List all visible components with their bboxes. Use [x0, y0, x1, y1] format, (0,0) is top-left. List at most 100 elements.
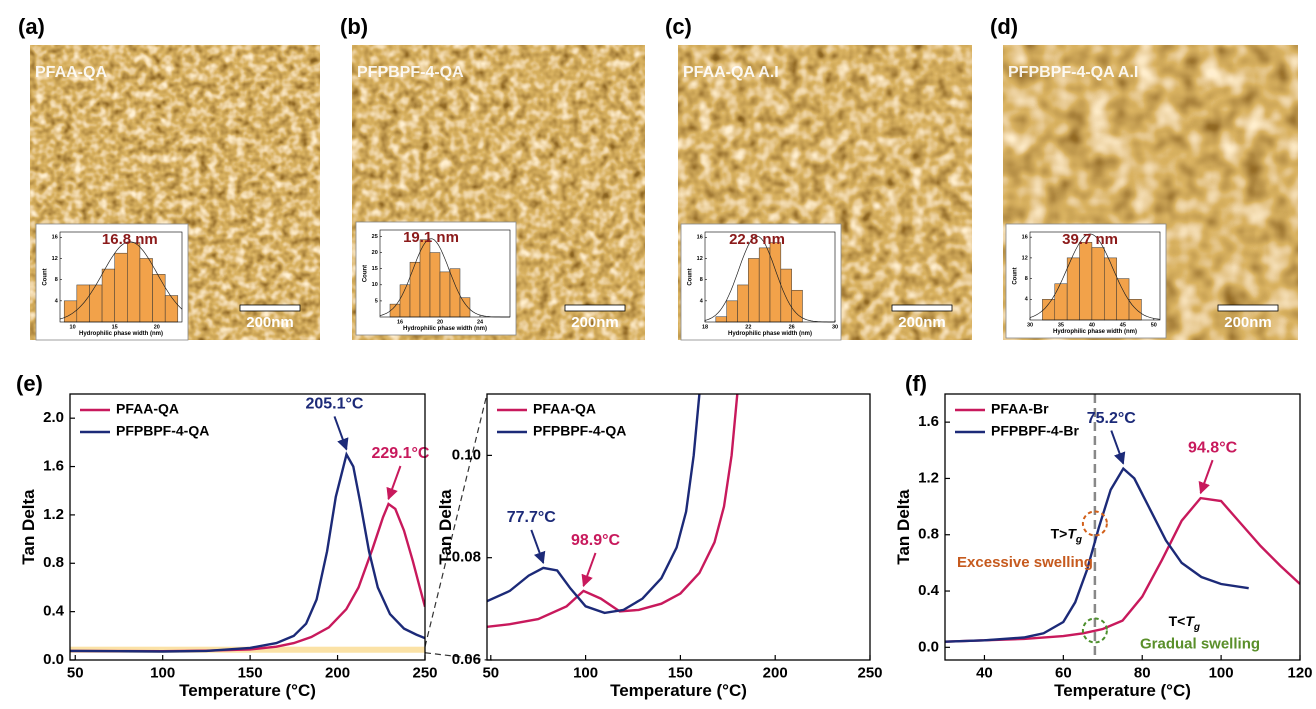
- note-condition: T>Tg: [1051, 525, 1082, 545]
- annotation-label: 75.2°C: [1087, 410, 1137, 427]
- peak-label: 16.8 nm: [102, 231, 158, 248]
- scale-bar: [239, 304, 301, 312]
- plot-frame: [486, 393, 871, 661]
- annotation-label: 229.1°C: [371, 445, 429, 462]
- x-tick-label: 200: [763, 664, 788, 681]
- scale-bar: [1217, 304, 1279, 312]
- y-tick-label: 1.6: [918, 413, 939, 430]
- y-tick-label: 12: [52, 256, 58, 262]
- y-tick-label: 5: [375, 298, 378, 304]
- peak-label: 19.1 nm: [403, 229, 459, 246]
- panel-label: (f): [905, 371, 927, 396]
- y-tick-label: 0.8: [43, 554, 64, 571]
- x-tick-label: 16: [397, 319, 403, 325]
- x-tick-label: 30: [1027, 322, 1033, 328]
- x-tick-label: 250: [857, 664, 882, 681]
- note-subscript: g: [1193, 622, 1200, 633]
- marker-circle: [1081, 510, 1108, 537]
- y-tick-label: 8: [1025, 276, 1028, 282]
- y-axis-label: Count: [363, 265, 369, 282]
- bar: [459, 297, 471, 318]
- scale-bar: [891, 304, 953, 312]
- y-tick-label: 16: [1022, 235, 1028, 241]
- fit-curve: [379, 238, 510, 318]
- plot-area: [70, 451, 425, 653]
- y-axis-label: Tan Delta: [894, 489, 913, 565]
- x-tick-label: 120: [1287, 664, 1312, 681]
- scale-bar: [564, 304, 626, 312]
- y-tick-label: 0.10: [452, 446, 481, 463]
- annotation-label: 205.1°C: [305, 396, 363, 413]
- scale-bar-label: 200nm: [571, 314, 619, 331]
- scale-bar-label: 200nm: [898, 314, 946, 331]
- bar: [737, 284, 749, 323]
- y-tick-label: 8: [700, 277, 703, 283]
- x-tick-label: 80: [1134, 664, 1151, 681]
- x-tick-label: 100: [150, 664, 175, 681]
- image-label: PFPBPF-4-QA A.I: [1008, 64, 1138, 81]
- plot-frame: [379, 229, 511, 318]
- bar: [758, 247, 771, 323]
- bar: [127, 242, 141, 323]
- y-axis-label: Count: [688, 268, 694, 285]
- x-tick-label: 40: [1089, 322, 1095, 328]
- bar: [1091, 247, 1105, 321]
- plot-area: [945, 394, 1300, 660]
- y-axis-label: Tan Delta: [436, 489, 455, 565]
- series-line: [487, 394, 701, 615]
- x-tick-label: 150: [668, 664, 693, 681]
- marker-circle: [1081, 617, 1108, 644]
- bar: [101, 268, 115, 323]
- y-tick-label: 20: [372, 250, 378, 256]
- y-axis-label: Count: [1013, 267, 1019, 284]
- x-axis-label: Hydrophilic phase width (nm): [728, 331, 812, 337]
- y-tick-label: 10: [372, 282, 378, 288]
- legend-label: PFAA-Br: [991, 401, 1049, 417]
- x-tick-label: 150: [238, 664, 263, 681]
- x-tick-label: 40: [976, 664, 993, 681]
- fit-curve: [704, 235, 835, 323]
- peak-label: 22.8 nm: [729, 231, 785, 248]
- fit-curve: [1029, 233, 1161, 320]
- image-label: PFAA-QA A.I: [683, 64, 779, 81]
- bar: [1054, 283, 1068, 321]
- y-tick-label: 4: [55, 298, 59, 304]
- series-line: [945, 496, 1300, 643]
- annotation-arrow: [386, 465, 402, 501]
- y-tick-label: 16: [52, 235, 58, 241]
- bar: [152, 274, 166, 323]
- note-prefix: T<: [1169, 613, 1186, 629]
- y-tick-label: 16: [697, 235, 703, 241]
- fit-curve: [59, 241, 183, 320]
- image-label: PFAA-QA: [35, 64, 107, 81]
- bar: [1042, 299, 1056, 321]
- y-tick-label: 1.2: [918, 469, 939, 486]
- bar: [1104, 257, 1117, 321]
- y-tick-label: 8: [55, 277, 58, 283]
- plot-frame: [69, 393, 426, 661]
- series-line: [487, 394, 739, 628]
- note-prefix: T>: [1051, 525, 1068, 541]
- bar: [139, 258, 153, 323]
- bar: [419, 239, 431, 318]
- y-tick-label: 12: [1022, 255, 1028, 261]
- x-tick-label: 100: [573, 664, 598, 681]
- zoom-connector: [424, 393, 488, 647]
- panel-label: (c): [665, 14, 692, 39]
- plot-frame: [1029, 231, 1161, 321]
- y-tick-label: 15: [372, 266, 378, 272]
- x-tick-label: 20: [437, 319, 443, 325]
- series-line: [945, 466, 1249, 643]
- annotation-arrow: [530, 529, 546, 565]
- bar: [769, 242, 782, 323]
- legend-label: PFAA-QA: [116, 401, 179, 417]
- note-symbol: T: [1185, 613, 1195, 629]
- x-axis-label: Hydrophilic phase width (nm): [403, 326, 487, 332]
- y-tick-label: 4: [700, 298, 704, 304]
- x-axis-label: Temperature (°C): [610, 681, 747, 700]
- y-tick-label: 2.0: [43, 409, 64, 426]
- series-line: [70, 502, 425, 653]
- y-tick-label: 0.8: [918, 526, 939, 543]
- y-tick-label: 0.06: [452, 651, 481, 668]
- plot-frame: [944, 393, 1301, 661]
